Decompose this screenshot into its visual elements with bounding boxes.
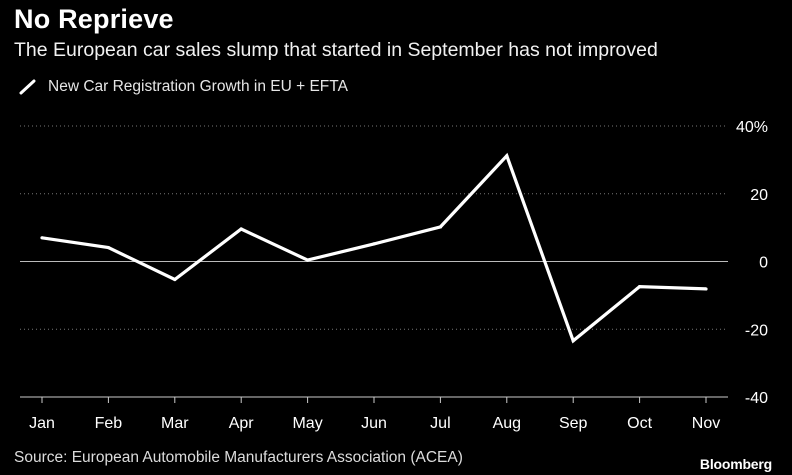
bloomberg-logo: Bloomberg (699, 456, 772, 472)
x-tick-label: May (292, 415, 322, 432)
legend-line-icon (19, 79, 36, 95)
source-note: Source: European Automobile Manufacturer… (14, 449, 463, 466)
data-point (638, 284, 642, 289)
x-tick-label: Jan (29, 415, 55, 432)
x-tick-label: Jun (361, 415, 387, 432)
x-tick-label: Sep (559, 415, 588, 432)
data-point (106, 246, 110, 250)
x-tick-label: Jul (430, 415, 450, 432)
x-tick-label: Feb (95, 415, 123, 432)
series-line (41, 152, 707, 344)
data-point (704, 287, 708, 291)
x-tick-label: Mar (161, 415, 189, 432)
data-point (505, 154, 509, 158)
data-point (306, 258, 310, 262)
x-tick-label: Oct (627, 415, 652, 432)
chart-subtitle: The European car sales slump that starte… (14, 39, 658, 61)
data-point (173, 277, 177, 282)
x-tick-label: Nov (692, 415, 720, 432)
legend-label: New Car Registration Growth in EU + EFTA (48, 78, 348, 95)
y-tick-label: 0 (759, 255, 768, 272)
data-point (239, 227, 243, 231)
y-tick-label: -40 (745, 390, 768, 407)
data-point (372, 242, 376, 246)
legend: New Car Registration Growth in EU + EFTA (18, 78, 348, 96)
x-tick-label: Aug (493, 415, 521, 432)
y-tick-label: 40% (736, 119, 768, 136)
data-point (40, 236, 44, 240)
chart-title: No Reprieve (14, 4, 174, 34)
y-tick-label: 20 (750, 187, 768, 204)
data-point (571, 339, 575, 343)
data-point (438, 225, 442, 229)
y-tick-label: -20 (745, 322, 768, 339)
x-tick-label: Apr (229, 415, 255, 432)
